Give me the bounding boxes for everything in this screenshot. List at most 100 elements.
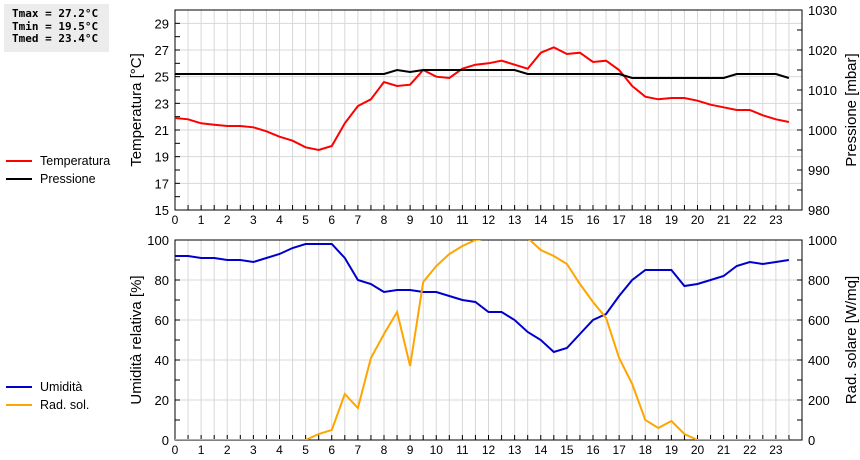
- x-tick-label: 8: [381, 213, 388, 227]
- x-tick-label: 13: [508, 213, 522, 227]
- legend-label: Pressione: [40, 172, 96, 186]
- y2-axis-title: Pressione [mbar]: [843, 53, 860, 166]
- y-tick-label: 40: [155, 353, 169, 368]
- y-tick-label: 80: [155, 273, 169, 288]
- y-tick-label: 0: [162, 433, 169, 448]
- y2-tick-label: 800: [808, 273, 830, 288]
- humidity-radiation-chart: 0 1 2 3 4 5 6 7 8 9 10 11 12 13 14 15 16 17 18 19 20 21 22 2302…: [128, 233, 860, 457]
- x-tick-label: 20: [691, 443, 705, 457]
- x-tick-label: 0: [172, 213, 179, 227]
- temperature-swatch: [6, 160, 32, 162]
- legend-label: Umidità: [40, 380, 83, 394]
- series-temperatura: [175, 46, 790, 152]
- y2-axis-title: Rad. solare [W/mq]: [843, 276, 860, 404]
- x-tick-label: 14: [534, 213, 548, 227]
- y-tick-label: 20: [155, 393, 169, 408]
- x-tick-label: 8: [381, 443, 388, 457]
- x-tick-label: 10: [430, 443, 444, 457]
- legend-item-pressione: Pressione: [6, 170, 110, 188]
- x-tick-label: 9: [407, 443, 414, 457]
- x-tick-label: 21: [717, 443, 731, 457]
- y2-tick-label: 990: [808, 163, 830, 178]
- tmin-label: Tmin = 19.5°C: [12, 19, 99, 33]
- y2-tick-label: 980: [808, 203, 830, 218]
- y-tick-label: 17: [155, 176, 169, 191]
- x-tick-label: 20: [691, 213, 705, 227]
- y-tick-label: 25: [155, 70, 169, 85]
- series-pressione: [175, 68, 790, 79]
- pressure-swatch: [6, 178, 32, 180]
- x-tick-label: 17: [612, 443, 626, 457]
- y2-tick-label: 1000: [808, 233, 837, 248]
- legend-item-rad-sol: Rad. sol.: [6, 396, 89, 414]
- humidity-swatch: [6, 386, 32, 388]
- x-tick-label: 5: [302, 213, 309, 227]
- legend-bottom: Umidità Rad. sol.: [6, 378, 89, 414]
- x-tick-label: 15: [560, 443, 574, 457]
- y-tick-label: 21: [155, 123, 169, 138]
- radiation-swatch: [6, 404, 32, 406]
- x-tick-label: 19: [665, 443, 679, 457]
- legend-label: Rad. sol.: [40, 398, 90, 412]
- x-tick-label: 22: [743, 213, 757, 227]
- series-umidit: [175, 243, 790, 354]
- y2-tick-label: 0: [808, 433, 815, 448]
- x-tick-label: 1: [198, 443, 205, 457]
- y-tick-label: 100: [147, 233, 169, 248]
- x-tick-label: 2: [224, 213, 231, 227]
- x-tick-label: 12: [482, 443, 496, 457]
- temperature-pressure-chart: 0 1 2 3 4 5 6 7 8 9 10 11 12 13 14 15 16 17 18 19 20 21 22 2315…: [128, 3, 860, 227]
- x-tick-label: 23: [769, 443, 783, 457]
- x-tick-label: 18: [639, 213, 653, 227]
- legend-top: Temperatura Pressione: [6, 152, 110, 188]
- legend-item-umidita: Umidità: [6, 378, 89, 396]
- x-tick-label: 6: [328, 213, 335, 227]
- x-tick-label: 19: [665, 213, 679, 227]
- x-tick-label: 21: [717, 213, 731, 227]
- x-tick-label: 11: [456, 443, 469, 457]
- series-rad-sol: [175, 240, 789, 440]
- x-tick-label: 1: [198, 213, 205, 227]
- x-tick-label: 3: [250, 213, 257, 227]
- y2-tick-label: 1020: [808, 43, 837, 58]
- x-tick-label: 10: [430, 213, 444, 227]
- x-tick-label: 16: [586, 443, 600, 457]
- x-tick-label: 9: [407, 213, 414, 227]
- y2-tick-label: 400: [808, 353, 830, 368]
- temperature-stats-box: Tmax = 27.2°C Tmin = 19.5°C Tmed = 23.4°C: [4, 4, 109, 52]
- x-tick-label: 4: [276, 443, 283, 457]
- legend-item-temperatura: Temperatura: [6, 152, 110, 170]
- y-tick-label: 15: [155, 203, 169, 218]
- x-tick-label: 7: [355, 443, 362, 457]
- x-tick-label: 11: [456, 213, 469, 227]
- x-tick-label: 17: [612, 213, 626, 227]
- y2-tick-label: 600: [808, 313, 830, 328]
- y-axis-title: Umidità relativa [%]: [128, 275, 145, 404]
- x-tick-label: 3: [250, 443, 257, 457]
- y2-tick-label: 1030: [808, 3, 837, 18]
- x-tick-label: 22: [743, 443, 757, 457]
- x-tick-label: 18: [639, 443, 653, 457]
- tmed-label: Tmed = 23.4°C: [12, 32, 99, 45]
- x-tick-label: 16: [586, 213, 600, 227]
- y2-tick-label: 1010: [808, 83, 837, 98]
- tmax-label: Tmax = 27.2°C: [12, 7, 99, 20]
- x-tick-label: 23: [769, 213, 783, 227]
- legend-label: Temperatura: [40, 154, 111, 168]
- y2-tick-label: 200: [808, 393, 830, 408]
- y-tick-label: 27: [155, 43, 169, 58]
- x-tick-label: 13: [508, 443, 522, 457]
- x-tick-label: 12: [482, 213, 496, 227]
- x-tick-label: 0: [172, 443, 179, 457]
- x-tick-label: 5: [302, 443, 309, 457]
- y2-tick-label: 1000: [808, 123, 837, 138]
- y-axis-title: Temperatura [°C]: [128, 53, 145, 167]
- x-tick-label: 14: [534, 443, 548, 457]
- y-tick-label: 23: [155, 96, 169, 111]
- x-tick-label: 4: [276, 213, 283, 227]
- x-tick-label: 2: [224, 443, 231, 457]
- x-tick-label: 15: [560, 213, 574, 227]
- y-tick-label: 29: [155, 16, 169, 31]
- y-tick-label: 19: [155, 150, 169, 165]
